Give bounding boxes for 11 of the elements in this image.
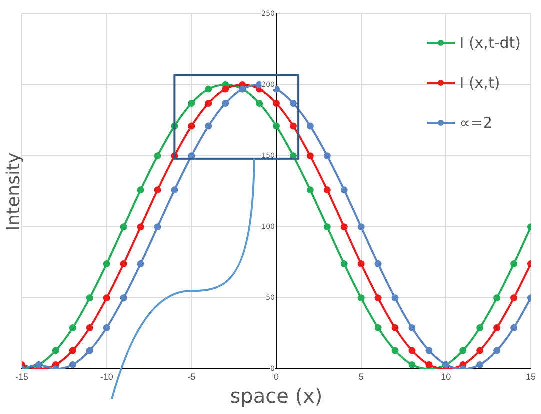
x-tick-label: 5: [358, 372, 364, 382]
x-tick-label: -10: [100, 372, 114, 382]
x-tick-label: -5: [188, 372, 196, 382]
legend-label: I (x,t-dt): [460, 34, 521, 52]
y-axis-title: Intensity: [4, 152, 24, 231]
x-tick-label: 15: [526, 372, 536, 382]
x-axis-title: space (x): [230, 384, 323, 408]
x-tick-label: -15: [15, 372, 29, 382]
x-tick-label: 10: [441, 372, 452, 382]
legend-label: ∝=2: [460, 114, 493, 132]
legend-label: I (x,t): [460, 74, 500, 92]
